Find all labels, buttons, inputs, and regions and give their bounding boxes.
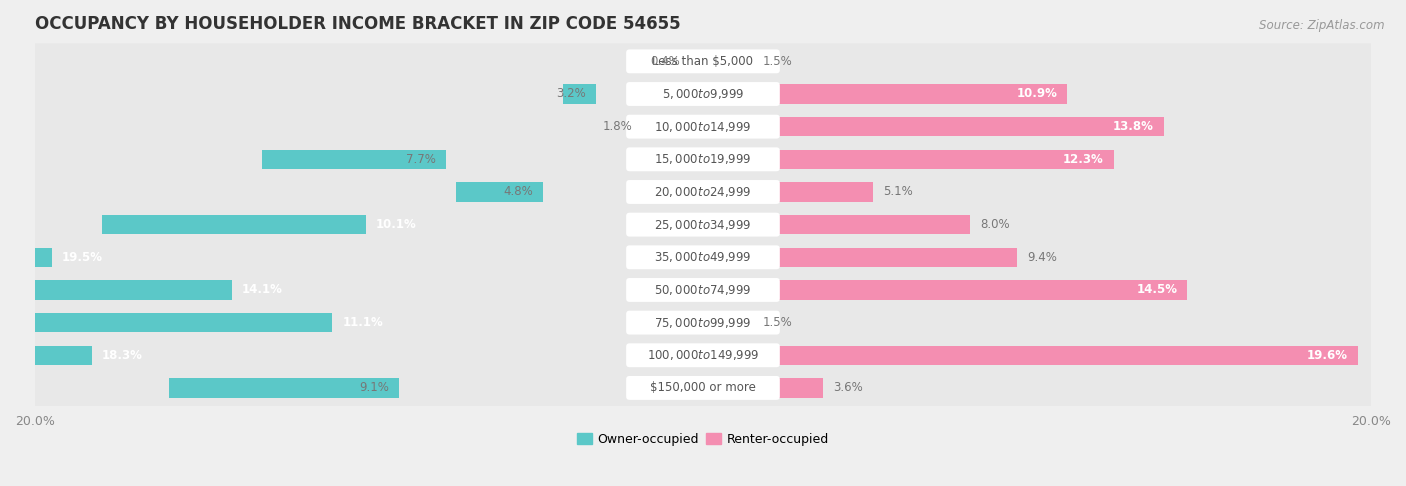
Bar bbox=[0, 346, 91, 365]
Text: Source: ZipAtlas.com: Source: ZipAtlas.com bbox=[1260, 19, 1385, 33]
Bar bbox=[776, 182, 873, 202]
Bar bbox=[35, 313, 332, 332]
FancyBboxPatch shape bbox=[626, 278, 780, 302]
Bar bbox=[776, 150, 1114, 169]
FancyBboxPatch shape bbox=[27, 76, 1379, 112]
Text: 4.8%: 4.8% bbox=[503, 186, 533, 198]
Text: 10.9%: 10.9% bbox=[1017, 87, 1057, 101]
Text: 9.1%: 9.1% bbox=[359, 382, 389, 395]
Text: $5,000 to $9,999: $5,000 to $9,999 bbox=[662, 87, 744, 101]
Legend: Owner-occupied, Renter-occupied: Owner-occupied, Renter-occupied bbox=[572, 428, 834, 451]
Bar bbox=[776, 280, 1187, 299]
Text: 14.1%: 14.1% bbox=[242, 283, 283, 296]
Text: 5.1%: 5.1% bbox=[883, 186, 912, 198]
FancyBboxPatch shape bbox=[626, 245, 780, 269]
FancyBboxPatch shape bbox=[27, 43, 1379, 79]
FancyBboxPatch shape bbox=[27, 337, 1379, 373]
FancyBboxPatch shape bbox=[626, 50, 780, 73]
Text: $100,000 to $149,999: $100,000 to $149,999 bbox=[647, 348, 759, 362]
FancyBboxPatch shape bbox=[27, 370, 1379, 406]
Text: 14.5%: 14.5% bbox=[1136, 283, 1177, 296]
Text: 9.4%: 9.4% bbox=[1026, 251, 1057, 264]
Bar bbox=[776, 117, 1164, 136]
FancyBboxPatch shape bbox=[27, 207, 1379, 243]
Text: $35,000 to $49,999: $35,000 to $49,999 bbox=[654, 250, 752, 264]
FancyBboxPatch shape bbox=[626, 311, 780, 334]
Bar bbox=[0, 248, 52, 267]
Text: $25,000 to $34,999: $25,000 to $34,999 bbox=[654, 218, 752, 232]
Text: $50,000 to $74,999: $50,000 to $74,999 bbox=[654, 283, 752, 297]
Bar bbox=[0, 280, 232, 299]
Text: $20,000 to $24,999: $20,000 to $24,999 bbox=[654, 185, 752, 199]
Bar bbox=[101, 215, 366, 234]
Text: 1.5%: 1.5% bbox=[763, 316, 793, 329]
Text: 18.3%: 18.3% bbox=[101, 349, 142, 362]
FancyBboxPatch shape bbox=[27, 305, 1379, 341]
Bar bbox=[776, 248, 1017, 267]
FancyBboxPatch shape bbox=[626, 82, 780, 106]
FancyBboxPatch shape bbox=[27, 239, 1379, 275]
Text: 1.5%: 1.5% bbox=[763, 55, 793, 68]
Text: 19.5%: 19.5% bbox=[62, 251, 103, 264]
FancyBboxPatch shape bbox=[27, 174, 1379, 210]
Text: OCCUPANCY BY HOUSEHOLDER INCOME BRACKET IN ZIP CODE 54655: OCCUPANCY BY HOUSEHOLDER INCOME BRACKET … bbox=[35, 15, 681, 33]
Text: 7.7%: 7.7% bbox=[406, 153, 436, 166]
Bar bbox=[776, 85, 1067, 104]
Text: 3.6%: 3.6% bbox=[834, 382, 863, 395]
Bar bbox=[776, 346, 1358, 365]
FancyBboxPatch shape bbox=[626, 115, 780, 139]
Text: 1.8%: 1.8% bbox=[603, 120, 633, 133]
Bar bbox=[169, 378, 399, 398]
Text: 3.2%: 3.2% bbox=[557, 87, 586, 101]
Bar bbox=[262, 150, 446, 169]
FancyBboxPatch shape bbox=[626, 376, 780, 400]
Text: $10,000 to $14,999: $10,000 to $14,999 bbox=[654, 120, 752, 134]
Bar bbox=[776, 378, 824, 398]
FancyBboxPatch shape bbox=[27, 272, 1379, 308]
Text: 19.6%: 19.6% bbox=[1306, 349, 1348, 362]
Bar bbox=[562, 85, 596, 104]
Text: $75,000 to $99,999: $75,000 to $99,999 bbox=[654, 315, 752, 330]
FancyBboxPatch shape bbox=[626, 343, 780, 367]
Bar bbox=[456, 182, 543, 202]
Text: $150,000 or more: $150,000 or more bbox=[650, 382, 756, 395]
Text: 13.8%: 13.8% bbox=[1114, 120, 1154, 133]
Text: 10.1%: 10.1% bbox=[375, 218, 416, 231]
FancyBboxPatch shape bbox=[626, 213, 780, 237]
FancyBboxPatch shape bbox=[626, 180, 780, 204]
Text: 0.4%: 0.4% bbox=[650, 55, 679, 68]
Text: Less than $5,000: Less than $5,000 bbox=[652, 55, 754, 68]
Text: $15,000 to $19,999: $15,000 to $19,999 bbox=[654, 152, 752, 166]
FancyBboxPatch shape bbox=[27, 141, 1379, 177]
Text: 8.0%: 8.0% bbox=[980, 218, 1010, 231]
FancyBboxPatch shape bbox=[626, 147, 780, 171]
Text: 11.1%: 11.1% bbox=[342, 316, 382, 329]
Bar bbox=[776, 215, 970, 234]
FancyBboxPatch shape bbox=[27, 109, 1379, 145]
Text: 12.3%: 12.3% bbox=[1063, 153, 1104, 166]
